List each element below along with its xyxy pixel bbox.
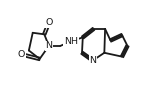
Text: O: O [45,18,53,27]
Text: N: N [89,56,96,65]
Text: O: O [18,50,25,59]
Text: NH: NH [64,37,78,46]
Text: N: N [45,41,52,50]
